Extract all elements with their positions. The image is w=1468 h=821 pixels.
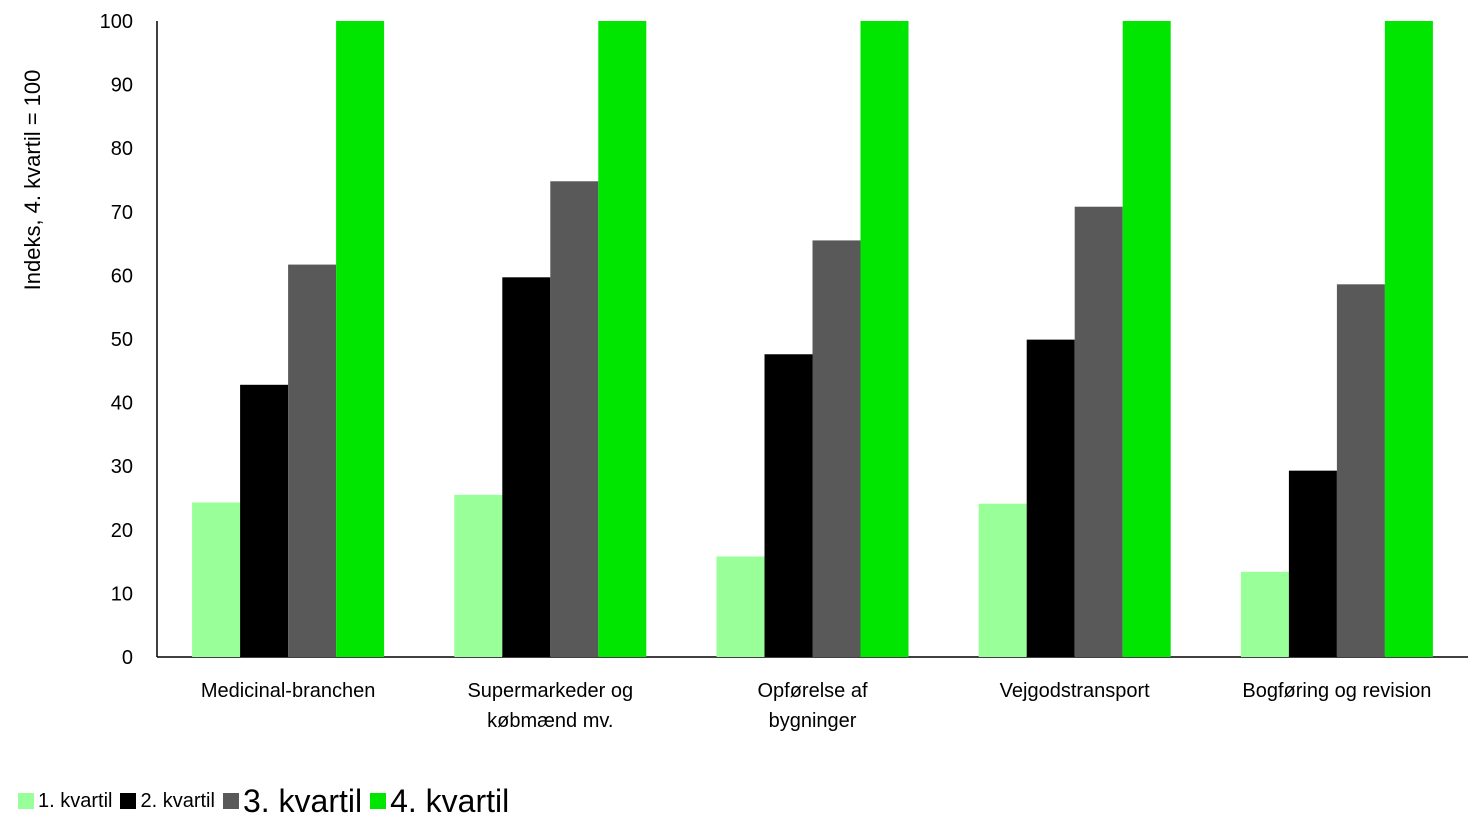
- y-tick-label: 70: [111, 202, 133, 224]
- bars: [192, 21, 1433, 658]
- legend-swatch-1: [18, 793, 34, 809]
- category-label: Vejgodstransport: [1000, 680, 1151, 702]
- category-label: Bogføring og revision: [1242, 680, 1431, 702]
- bar-4-4: [1122, 21, 1171, 657]
- bar-3-3: [812, 240, 861, 658]
- bar-chart: 0 10 20 30 40 50 60 70 80 90 100 Medicinal-branche…: [20, 11, 1468, 732]
- legend-item-1: 1. kvartil: [18, 790, 112, 813]
- category-label: købmænd mv.: [487, 710, 613, 732]
- legend: 1. kvartil 2. kvartil 3. kvartil 4. kvar…: [18, 783, 517, 819]
- y-tick-label: 90: [111, 75, 133, 97]
- bar-2-3: [764, 354, 813, 657]
- y-tick-label: 60: [111, 265, 133, 287]
- legend-swatch-3: [222, 793, 239, 809]
- y-tick-label: 30: [111, 456, 133, 478]
- bar-1-4: [978, 503, 1027, 657]
- bar-3-2: [550, 181, 599, 657]
- legend-item-2: 2. kvartil: [120, 789, 215, 813]
- bar-3-4: [1074, 206, 1123, 657]
- y-tick-label: 50: [111, 329, 133, 351]
- bar-2-5: [1288, 470, 1337, 657]
- bar-2-4: [1026, 339, 1075, 657]
- y-axis-label: Indeks, 4. kvartil = 100: [20, 70, 45, 291]
- legend-label-3: 3. kvartil: [242, 782, 363, 819]
- bar-3-1: [288, 264, 337, 657]
- category-labels: Medicinal-branchen Supermarkeder og købmæn…: [201, 680, 1432, 732]
- bar-2-2: [502, 277, 551, 657]
- y-tick-label: 0: [122, 647, 133, 669]
- y-tick-label: 100: [100, 11, 133, 33]
- bar-4-1: [336, 21, 385, 657]
- category-label: bygninger: [769, 710, 857, 732]
- legend-swatch-2: [120, 793, 137, 809]
- category-label: Supermarkeder og: [467, 680, 633, 702]
- legend-label-1: 1. kvartil: [38, 789, 113, 812]
- legend-label-2: 2. kvartil: [140, 789, 215, 812]
- bar-4-3: [860, 21, 909, 657]
- y-tick-label: 40: [111, 393, 133, 415]
- legend-swatch-4: [370, 793, 387, 809]
- bar-1-1: [192, 502, 241, 657]
- bar-1-2: [454, 494, 503, 657]
- y-tick-label: 20: [111, 520, 133, 542]
- bar-1-3: [716, 556, 765, 657]
- y-tick-labels: 0 10 20 30 40 50 60 70 80 90 100: [100, 11, 133, 669]
- legend-label-4: 4. kvartil: [390, 782, 510, 819]
- legend-item-3: 3. kvartil: [222, 782, 363, 820]
- category-label: Medicinal-branchen: [201, 680, 376, 702]
- bar-4-5: [1384, 21, 1433, 657]
- bar-4-2: [598, 21, 647, 657]
- bar-3-5: [1336, 284, 1385, 657]
- category-label: Opførelse af: [757, 680, 867, 702]
- bar-2-1: [240, 384, 289, 657]
- bar-1-5: [1240, 571, 1289, 657]
- y-tick-label: 10: [111, 583, 133, 605]
- legend-item-4: 4. kvartil: [370, 783, 509, 820]
- y-tick-label: 80: [111, 138, 133, 160]
